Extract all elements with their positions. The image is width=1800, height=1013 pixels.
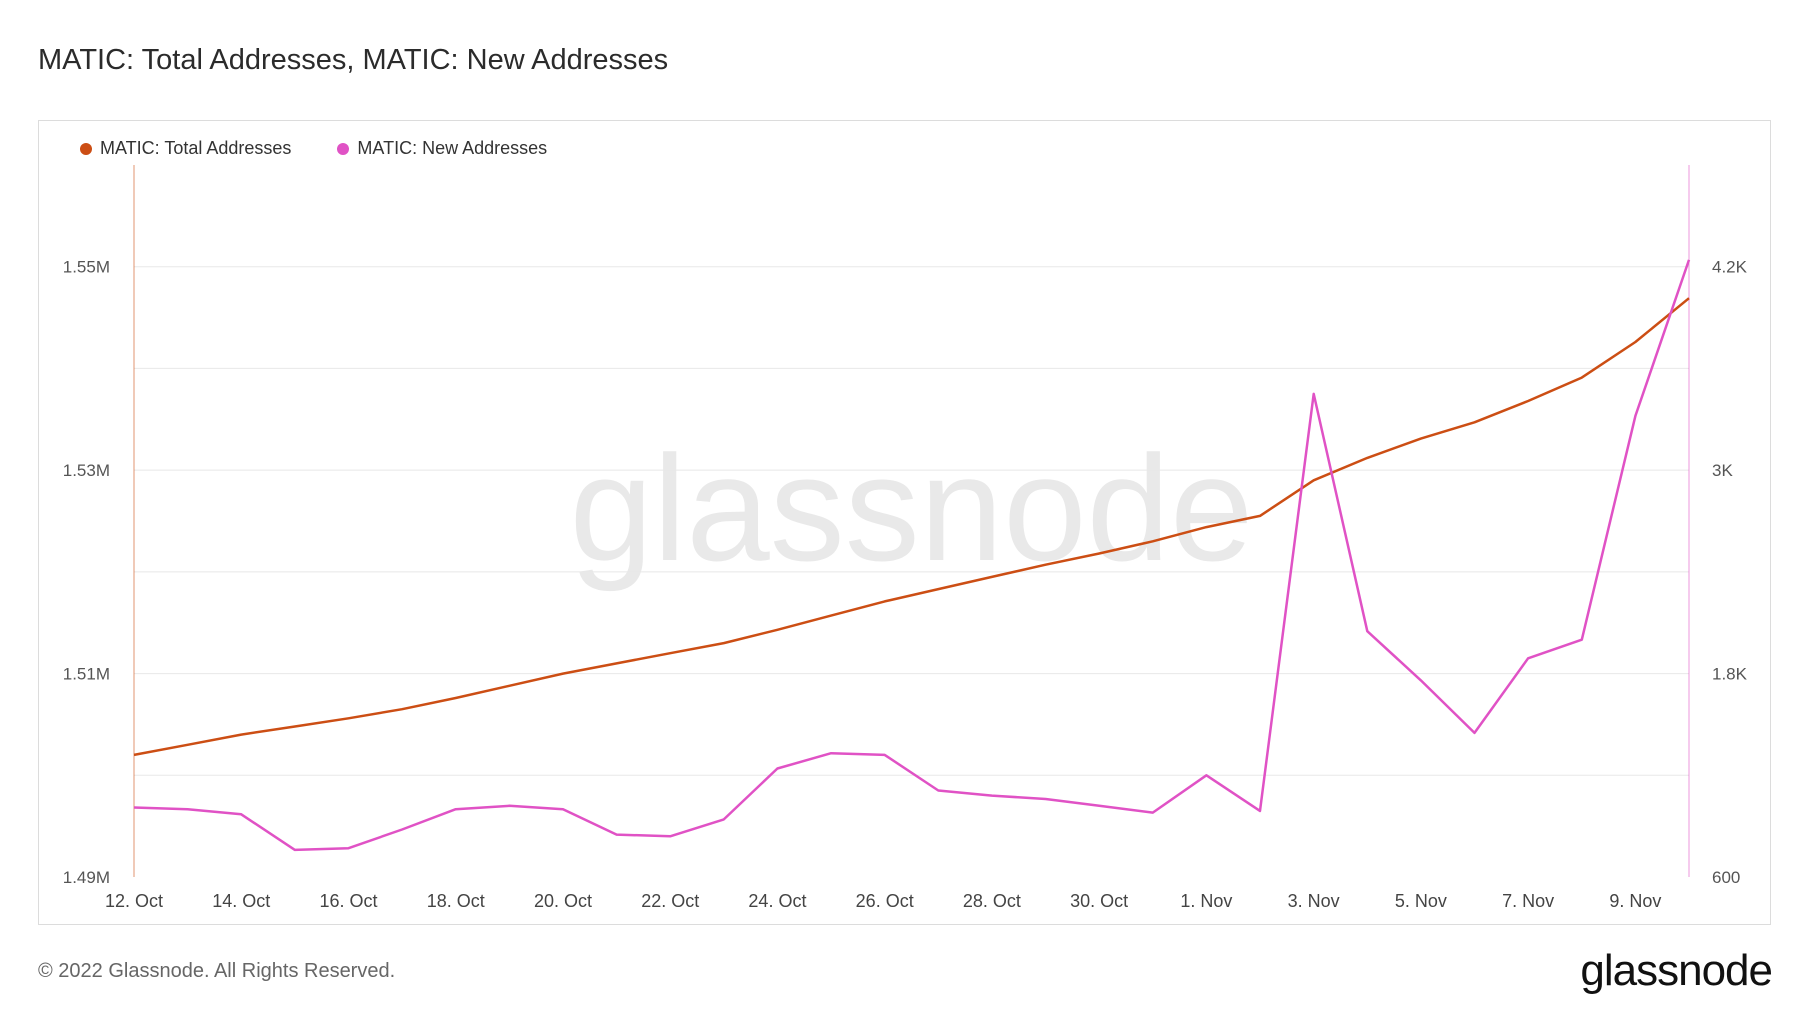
legend-item-new-addresses[interactable]: MATIC: New Addresses [337, 138, 547, 159]
x-tick-label: 12. Oct [105, 891, 163, 911]
watermark-text: glassnode [570, 424, 1254, 592]
x-tick-label: 22. Oct [641, 891, 699, 911]
glassnode-logo[interactable]: glassnode [1580, 946, 1773, 995]
x-tick-label: 9. Nov [1609, 891, 1661, 911]
left-tick-label: 1.51M [63, 665, 110, 684]
legend-label-new: MATIC: New Addresses [357, 138, 548, 158]
legend-dot-icon [337, 142, 350, 155]
legend-item-total-addresses[interactable]: MATIC: Total Addresses [80, 138, 291, 159]
x-tick-label: 30. Oct [1070, 891, 1128, 911]
left-tick-label: 1.49M [63, 868, 110, 887]
x-tick-label: 14. Oct [212, 891, 270, 911]
x-tick-label: 28. Oct [963, 891, 1021, 911]
x-tick-label: 24. Oct [748, 891, 806, 911]
right-tick-label: 1.8K [1712, 665, 1748, 684]
series-line-new-addresses [133, 259, 1691, 852]
right-tick-label: 4.2K [1712, 258, 1748, 277]
right-tick-label: 3K [1712, 461, 1733, 480]
x-tick-label: 1. Nov [1180, 891, 1232, 911]
x-tick-label: 20. Oct [534, 891, 592, 911]
x-tick-label: 18. Oct [427, 891, 485, 911]
x-tick-label: 7. Nov [1502, 891, 1554, 911]
legend-dot-icon [80, 142, 92, 155]
series-line-total-addresses [133, 297, 1690, 757]
x-tick-label: 3. Nov [1288, 891, 1340, 911]
page-title: MATIC: Total Addresses, MATIC: New Addre… [38, 44, 669, 76]
x-tick-label: 26. Oct [856, 891, 914, 911]
copyright-text: © 2022 Glassnode. All Rights Reserved. [38, 960, 396, 982]
left-tick-label: 1.55M [63, 258, 110, 277]
right-tick-label: 600 [1712, 868, 1740, 887]
x-tick-label: 16. Oct [319, 891, 377, 911]
left-tick-label: 1.53M [63, 461, 110, 480]
legend: MATIC: Total Addresses MATIC: New Addres… [80, 138, 547, 159]
legend-label-total: MATIC: Total Addresses [100, 138, 292, 158]
chart-panel [38, 120, 1771, 925]
x-tick-label: 5. Nov [1395, 891, 1447, 911]
